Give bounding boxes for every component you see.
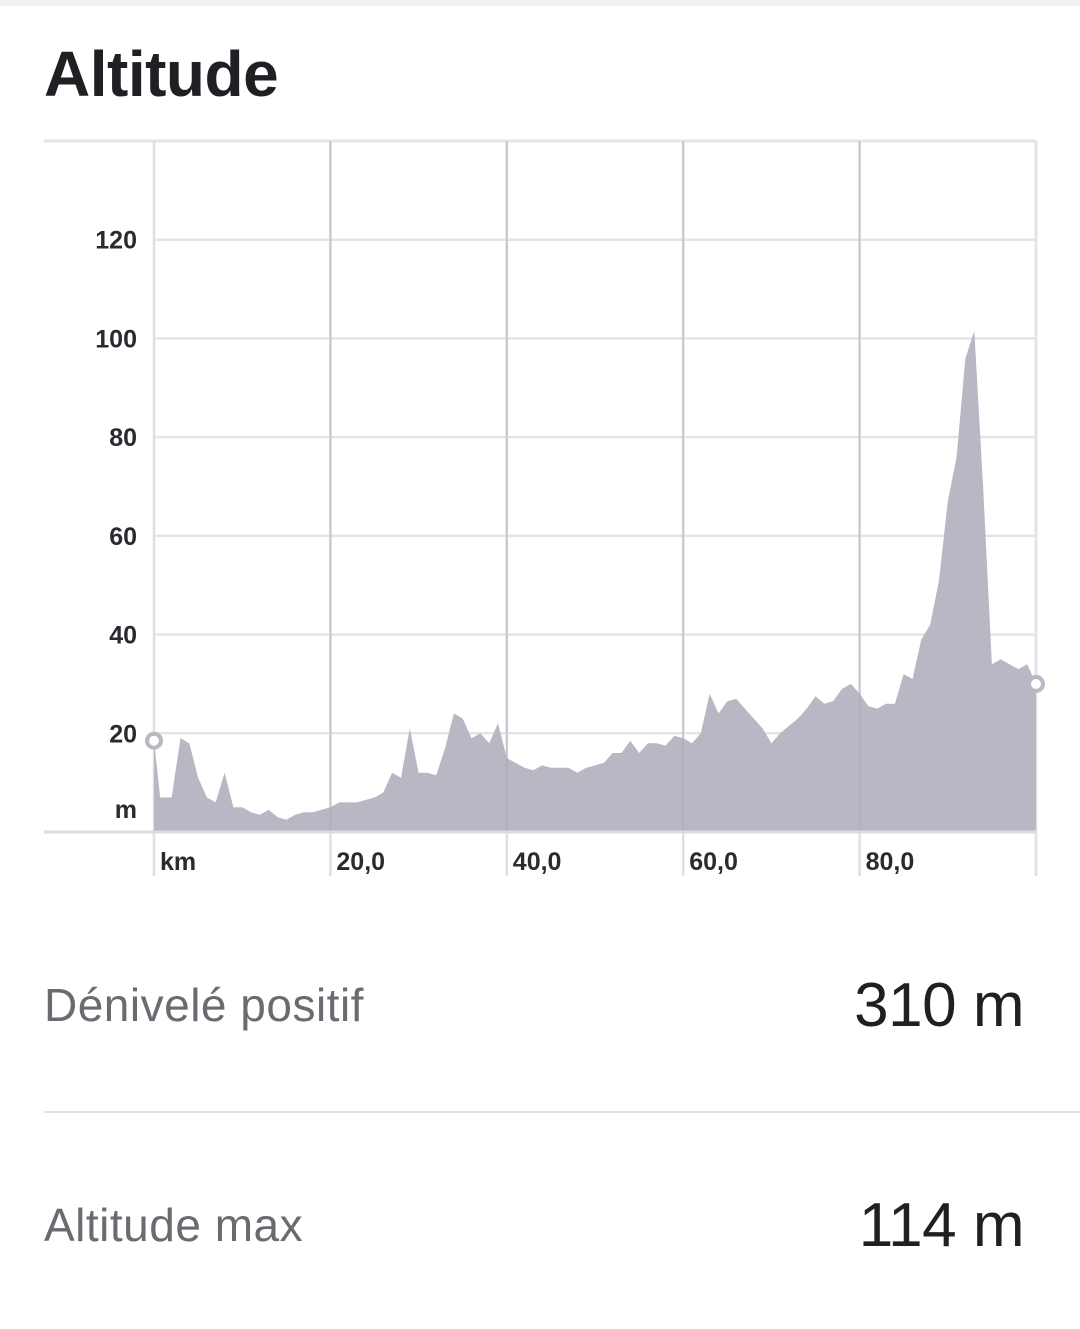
stat-row-elevation-gain: Dénivelé positif 310 m <box>44 960 1024 1050</box>
y-tick-label-1: 20 <box>109 720 137 748</box>
end-marker <box>1027 674 1045 693</box>
altitude-area <box>154 331 1036 832</box>
x-tick-label-4: 80,0 <box>866 848 915 876</box>
y-tick-label-5: 100 <box>95 325 137 353</box>
x-tick-label-2: 40,0 <box>513 848 562 876</box>
elevation-gain-label: Dénivelé positif <box>44 979 364 1031</box>
altitude-chart: m 20 40 60 80 100 120 km 20,0 40,0 60,0 80,0 <box>44 139 1045 876</box>
y-tick-label-0: m <box>115 796 137 824</box>
max-altitude-label: Altitude max <box>44 1199 304 1251</box>
chart-markers <box>145 674 1045 750</box>
page-title: Altitude <box>44 38 279 110</box>
chart-ticks: m 20 40 60 80 100 120 km 20,0 40,0 60,0 80,0 <box>44 141 1036 876</box>
y-tick-label-2: 40 <box>109 622 137 650</box>
top-strip <box>0 0 1080 6</box>
stats-divider <box>44 1111 1080 1113</box>
y-tick-label-3: 60 <box>109 523 137 551</box>
start-marker <box>145 731 163 750</box>
elevation-gain-value: 310 m <box>854 970 1024 1040</box>
max-altitude-value: 114 m <box>858 1190 1025 1260</box>
y-tick-label-6: 120 <box>95 227 137 255</box>
x-tick-label-1: 20,0 <box>336 848 385 876</box>
y-tick-label-4: 80 <box>109 424 137 452</box>
stat-row-max-altitude: Altitude max 114 m <box>44 1180 1025 1270</box>
x-tick-label-3: 60,0 <box>689 848 738 876</box>
x-tick-label-0: km <box>160 848 196 876</box>
